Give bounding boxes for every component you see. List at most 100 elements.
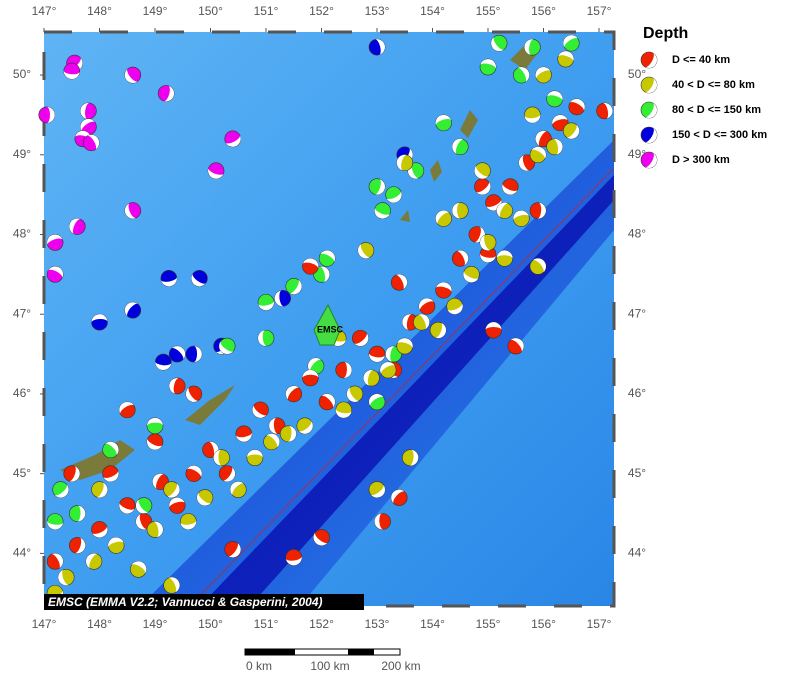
beachball bbox=[479, 234, 497, 251]
ball-white bbox=[246, 449, 263, 458]
beachball bbox=[535, 66, 552, 84]
ball-white bbox=[287, 425, 297, 442]
ball-white bbox=[645, 128, 657, 143]
ball-white bbox=[335, 408, 352, 418]
ball-white bbox=[319, 266, 330, 283]
lat-label: 47° bbox=[628, 306, 646, 320]
ball-white bbox=[108, 537, 124, 548]
ball-white bbox=[307, 358, 322, 373]
ball-white bbox=[46, 106, 55, 123]
legend-label: 150 < D <= 300 km bbox=[672, 129, 767, 141]
beachball bbox=[160, 270, 178, 287]
ball-white bbox=[269, 417, 278, 434]
ball-white bbox=[602, 102, 613, 119]
ball-white bbox=[513, 210, 530, 221]
ball-white bbox=[80, 102, 90, 119]
beachball bbox=[246, 449, 264, 467]
ball-white bbox=[418, 298, 434, 311]
beachball bbox=[155, 353, 172, 371]
ball-white bbox=[298, 420, 313, 434]
beachball bbox=[168, 377, 186, 395]
ball-white bbox=[480, 253, 496, 263]
ball-white bbox=[222, 467, 236, 482]
beachball bbox=[102, 465, 119, 482]
ball-white bbox=[537, 202, 546, 219]
beachball bbox=[118, 401, 136, 419]
beachball bbox=[168, 345, 186, 363]
lat-label: 49° bbox=[13, 147, 31, 161]
beachball bbox=[196, 489, 214, 506]
beachball bbox=[496, 250, 513, 267]
ball-white bbox=[131, 561, 147, 574]
ball-white bbox=[302, 258, 319, 269]
ball-white bbox=[374, 207, 391, 219]
ball-white bbox=[258, 330, 267, 347]
ball-white bbox=[166, 483, 180, 498]
ball-white bbox=[474, 165, 489, 179]
ball-white bbox=[374, 513, 384, 530]
ball-white bbox=[645, 53, 657, 68]
ball-white bbox=[302, 370, 319, 379]
ball-white bbox=[91, 314, 108, 323]
beachball bbox=[279, 425, 297, 443]
ball-white bbox=[510, 338, 524, 352]
beachball bbox=[429, 321, 447, 339]
ball-white bbox=[180, 520, 197, 530]
lat-label: 48° bbox=[628, 227, 646, 241]
lon-label: 156° bbox=[531, 617, 556, 631]
beachball bbox=[446, 297, 464, 315]
ball-white bbox=[563, 35, 578, 48]
lon-label: 148° bbox=[87, 4, 112, 18]
ball-white bbox=[569, 98, 585, 112]
beachball bbox=[263, 433, 280, 451]
beachball bbox=[69, 505, 86, 522]
ball-white bbox=[124, 302, 138, 317]
ball-white bbox=[77, 505, 86, 522]
lat-label: 44° bbox=[13, 546, 31, 560]
beachball bbox=[91, 481, 108, 498]
beachball bbox=[296, 417, 314, 435]
ball-white bbox=[566, 124, 580, 139]
lon-label: 155° bbox=[476, 617, 501, 631]
beachball bbox=[57, 568, 75, 586]
ticks: 147° 147° 148° 148° 149° 149° 150° 150° 151° 151°… bbox=[13, 4, 646, 631]
scale-label: 200 km bbox=[381, 659, 420, 673]
beachball bbox=[163, 481, 180, 498]
ball-white bbox=[135, 499, 149, 514]
ball-white bbox=[213, 449, 223, 466]
ball-white bbox=[546, 91, 563, 101]
beachball bbox=[46, 513, 64, 530]
attribution: EMSC (EMMA V2.2; Vannucci & Gasperini, 2… bbox=[48, 595, 323, 609]
lon-label: 154° bbox=[420, 4, 445, 18]
ball-white bbox=[225, 135, 241, 147]
ball-white bbox=[169, 497, 185, 508]
ball-white bbox=[124, 203, 136, 219]
ball-white bbox=[386, 191, 402, 203]
beachball bbox=[52, 481, 69, 498]
beachball bbox=[82, 134, 100, 152]
beachball bbox=[390, 274, 408, 291]
beachball bbox=[357, 242, 375, 259]
lon-label: 157° bbox=[587, 4, 612, 18]
beachball bbox=[91, 313, 108, 331]
beachball bbox=[318, 393, 336, 411]
beachball bbox=[302, 369, 319, 387]
lat-label: 50° bbox=[628, 67, 646, 81]
beachball bbox=[46, 266, 64, 283]
beachball bbox=[418, 297, 436, 315]
ball-white bbox=[103, 470, 119, 482]
beachball bbox=[91, 521, 108, 538]
ball-white bbox=[391, 489, 405, 504]
beachball bbox=[229, 481, 247, 498]
ball-white bbox=[496, 202, 509, 218]
ball-white bbox=[385, 346, 396, 362]
beachball bbox=[529, 202, 547, 219]
ball-white bbox=[235, 432, 252, 442]
ball-white bbox=[289, 279, 302, 295]
events bbox=[38, 34, 613, 602]
beachball bbox=[374, 513, 391, 530]
ball-white bbox=[435, 114, 452, 126]
lon-label: 149° bbox=[143, 617, 168, 631]
ball-white bbox=[219, 341, 234, 355]
beachball bbox=[69, 218, 86, 235]
